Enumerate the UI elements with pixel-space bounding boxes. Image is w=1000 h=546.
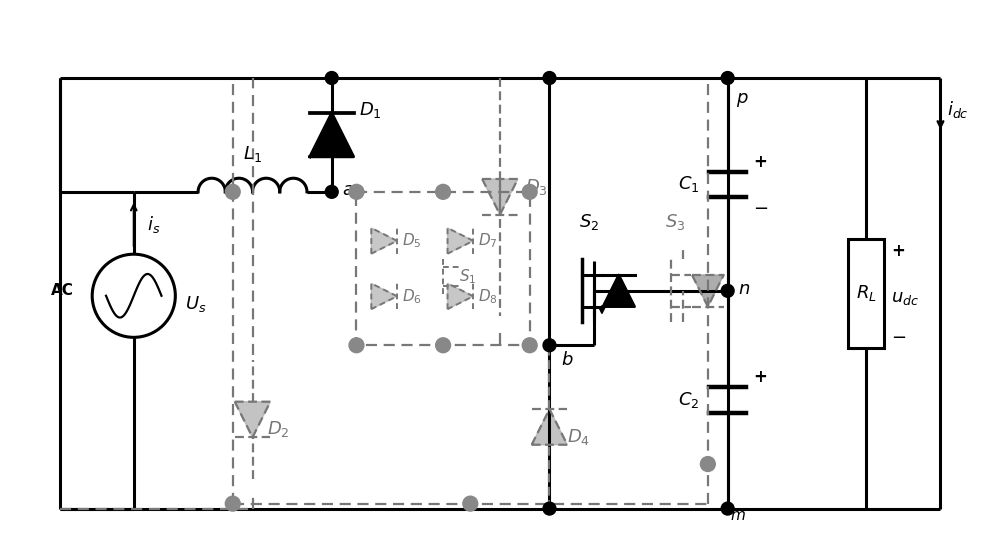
Circle shape (463, 496, 478, 511)
Text: $S_3$: $S_3$ (665, 211, 685, 232)
Polygon shape (482, 179, 518, 215)
Text: $D_4$: $D_4$ (567, 427, 590, 447)
Circle shape (349, 338, 364, 353)
Text: $L_1$: $L_1$ (243, 144, 262, 164)
Text: $D_5$: $D_5$ (402, 232, 422, 250)
Circle shape (225, 496, 240, 511)
Circle shape (700, 456, 715, 471)
Text: $D_2$: $D_2$ (267, 419, 290, 440)
Circle shape (543, 502, 556, 515)
Polygon shape (603, 275, 635, 307)
Text: $S_2$: $S_2$ (579, 211, 599, 232)
Text: $R_L$: $R_L$ (856, 283, 877, 303)
Circle shape (225, 185, 240, 199)
Text: $C_1$: $C_1$ (678, 174, 699, 194)
Text: $i_{dc}$: $i_{dc}$ (947, 99, 969, 120)
Circle shape (721, 72, 734, 85)
Text: $i_s$: $i_s$ (147, 214, 160, 235)
Circle shape (522, 185, 537, 199)
Circle shape (436, 338, 451, 353)
Text: +: + (753, 368, 767, 386)
Text: $D_8$: $D_8$ (478, 287, 498, 306)
Text: $n$: $n$ (738, 280, 750, 298)
Polygon shape (692, 275, 724, 307)
Polygon shape (448, 283, 473, 309)
Circle shape (325, 186, 338, 198)
Text: +: + (753, 153, 767, 171)
Text: $a$: $a$ (342, 181, 353, 199)
Polygon shape (448, 228, 473, 254)
Text: $D_3$: $D_3$ (525, 177, 548, 197)
Circle shape (721, 284, 734, 297)
Circle shape (436, 185, 451, 199)
Circle shape (543, 339, 556, 352)
Circle shape (721, 502, 734, 515)
Text: AC: AC (51, 283, 74, 298)
Text: $S_1$: $S_1$ (459, 267, 476, 286)
Polygon shape (235, 402, 270, 437)
Circle shape (349, 185, 364, 199)
Text: $p$: $p$ (736, 91, 748, 109)
Circle shape (522, 338, 537, 353)
Text: $u_{dc}$: $u_{dc}$ (891, 289, 919, 307)
Circle shape (543, 72, 556, 85)
Text: $-$: $-$ (753, 198, 769, 216)
Text: $b$: $b$ (561, 351, 574, 369)
Polygon shape (371, 283, 397, 309)
Polygon shape (532, 409, 567, 445)
Text: +: + (891, 242, 905, 260)
Text: $C_2$: $C_2$ (678, 390, 699, 410)
Text: $D_7$: $D_7$ (478, 232, 498, 250)
Text: $m$: $m$ (730, 508, 745, 523)
Polygon shape (371, 228, 397, 254)
Polygon shape (310, 113, 354, 157)
Circle shape (325, 72, 338, 85)
Text: $D_1$: $D_1$ (359, 100, 382, 120)
Bar (848, 239, 884, 348)
Text: $-$: $-$ (891, 327, 906, 345)
Text: $D_6$: $D_6$ (402, 287, 422, 306)
Text: $U_s$: $U_s$ (185, 294, 207, 314)
